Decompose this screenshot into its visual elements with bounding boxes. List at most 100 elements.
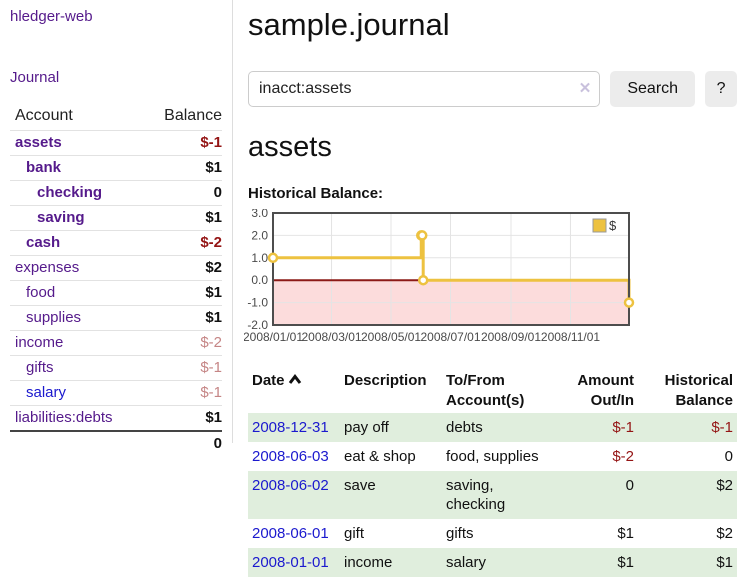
transaction-description: save bbox=[340, 471, 442, 519]
sidebar: hledger-web Journal Account Balance asse… bbox=[0, 0, 233, 452]
sidebar-account-link[interactable]: income bbox=[15, 334, 64, 351]
sort-ascending-icon bbox=[288, 374, 301, 384]
svg-text:-1.0: -1.0 bbox=[247, 296, 268, 310]
transaction-description: income bbox=[340, 548, 442, 577]
sidebar-account-link[interactable]: bank bbox=[26, 159, 62, 176]
sidebar-account-link[interactable]: gifts bbox=[26, 359, 54, 376]
sidebar-account-link[interactable]: liabilities:debts bbox=[15, 409, 113, 426]
svg-text:1.0: 1.0 bbox=[251, 251, 268, 265]
transaction-date-cell: 2008-01-01 bbox=[248, 548, 340, 577]
transaction-date-cell: 2008-06-02 bbox=[248, 471, 340, 519]
register-header-description: Description bbox=[344, 372, 427, 389]
sidebar-account-link[interactable]: assets bbox=[15, 134, 62, 151]
transaction-accounts: food, supplies bbox=[446, 448, 539, 465]
transaction-balance: $2 bbox=[638, 471, 737, 519]
svg-text:2.0: 2.0 bbox=[251, 228, 268, 242]
transaction-row[interactable]: 2008-01-01 income salary $1 $1 bbox=[248, 548, 737, 577]
account-balance: $1 bbox=[205, 209, 222, 226]
search-bar: ✕ Search ? bbox=[248, 71, 737, 107]
account-row: food $1 bbox=[10, 280, 222, 305]
account-row: checking 0 bbox=[10, 180, 222, 205]
transaction-row[interactable]: 2008-06-02 save saving, checking 0 $2 bbox=[248, 471, 737, 519]
sidebar-account-link[interactable]: supplies bbox=[26, 309, 82, 326]
transaction-accounts: saving, checking bbox=[442, 471, 550, 519]
svg-text:$: $ bbox=[609, 218, 617, 233]
register-header-amount: Amount Out/In bbox=[577, 372, 634, 409]
svg-text:2008/05/01: 2008/05/01 bbox=[361, 330, 421, 344]
account-balance: $1 bbox=[205, 284, 222, 301]
account-balance: $1 bbox=[205, 409, 222, 426]
sidebar-account-link[interactable]: expenses bbox=[15, 259, 80, 276]
sidebar-account-link[interactable]: saving bbox=[37, 209, 85, 226]
transaction-balance: $2 bbox=[716, 525, 733, 542]
account-row: liabilities:debts $1 bbox=[10, 405, 222, 430]
transaction-accounts: debts bbox=[442, 413, 550, 442]
transaction-row[interactable]: 2008-12-31 pay off debts $-1 $-1 bbox=[248, 413, 737, 442]
account-row: income $-2 bbox=[10, 330, 222, 355]
svg-text:2008/07/01: 2008/07/01 bbox=[420, 330, 480, 344]
chart-title: Historical Balance: bbox=[248, 185, 384, 202]
accounts-table: Account Balance assets $-1 bank $1 checking 0… bbox=[10, 105, 222, 455]
transaction-accounts: salary bbox=[442, 548, 550, 577]
transaction-date-link[interactable]: 2008-06-01 bbox=[252, 525, 329, 542]
transaction-description: gift bbox=[344, 525, 365, 542]
register-header-accounts: To/From Account(s) bbox=[446, 372, 525, 409]
register-header-date[interactable]: Date bbox=[248, 369, 340, 413]
transaction-amount: $1 bbox=[617, 525, 634, 542]
account-balance: $-1 bbox=[200, 134, 222, 151]
sidebar-account-link[interactable]: cash bbox=[26, 234, 61, 251]
transaction-row[interactable]: 2008-06-03 eat & shop food, supplies $-2 0 bbox=[248, 442, 737, 471]
account-balance: $-2 bbox=[200, 334, 222, 351]
transaction-amount: $1 bbox=[550, 548, 638, 577]
accounts-table-header: Account Balance bbox=[10, 105, 222, 130]
clear-search-icon[interactable]: ✕ bbox=[578, 80, 592, 97]
transaction-balance: $-1 bbox=[638, 413, 737, 442]
transaction-amount: 0 bbox=[550, 471, 638, 519]
svg-text:2008/11/01: 2008/11/01 bbox=[541, 330, 600, 344]
page-title: sample.journal bbox=[248, 7, 450, 42]
account-balance: $1 bbox=[205, 309, 222, 326]
transaction-balance: $1 bbox=[638, 548, 737, 577]
register-table: Date Description To/From Account(s) Amou… bbox=[248, 369, 737, 577]
svg-text:2008/01/01: 2008/01/01 bbox=[244, 330, 303, 344]
search-box: ✕ bbox=[248, 71, 601, 107]
account-balance: 0 bbox=[213, 184, 222, 201]
search-input[interactable] bbox=[248, 71, 601, 107]
search-button[interactable]: Search bbox=[610, 71, 696, 107]
account-row: salary $-1 bbox=[10, 380, 222, 405]
svg-text:2008/03/01: 2008/03/01 bbox=[301, 330, 361, 344]
transaction-date-cell: 2008-06-01 bbox=[248, 519, 340, 548]
transaction-date-link[interactable]: 2008-06-03 bbox=[252, 448, 329, 465]
svg-text:0.0: 0.0 bbox=[251, 273, 268, 287]
account-row: expenses $2 bbox=[10, 255, 222, 280]
sidebar-item-journal[interactable]: Journal bbox=[10, 69, 60, 86]
transaction-description: pay off bbox=[340, 413, 442, 442]
main-content: sample.journal ✕ Search ? assets Histori… bbox=[233, 0, 742, 577]
sidebar-account-link[interactable]: salary bbox=[26, 384, 67, 401]
register-tbody: 2008-12-31 pay off debts $-1 $-1 2008-06-03 ea… bbox=[248, 413, 737, 577]
transaction-date-link[interactable]: 2008-06-02 bbox=[252, 477, 329, 494]
transaction-date-link[interactable]: 2008-12-31 bbox=[252, 419, 329, 436]
transaction-date-link[interactable]: 2008-01-01 bbox=[252, 554, 329, 571]
account-row: assets $-1 bbox=[10, 130, 222, 155]
transaction-row[interactable]: 2008-06-01 gift gifts $1 $2 bbox=[248, 519, 737, 548]
accounts-header-balance: Balance bbox=[164, 107, 222, 124]
accounts-table-body: assets $-1 bank $1 checking 0 saving $1 cash $-2 e… bbox=[10, 130, 222, 430]
account-row: supplies $1 bbox=[10, 305, 222, 330]
accounts-header-account: Account bbox=[15, 107, 73, 124]
account-balance: $-2 bbox=[200, 234, 222, 251]
transaction-date-cell: 2008-12-31 bbox=[248, 413, 340, 442]
balance-chart-svg: $3.0 2.0 1.0 0.0 -1.0 -2.02008/01/012008/03/0… bbox=[243, 206, 635, 344]
account-row: saving $1 bbox=[10, 205, 222, 230]
account-heading: assets bbox=[248, 131, 332, 163]
account-balance: $1 bbox=[205, 159, 222, 176]
sidebar-account-link[interactable]: checking bbox=[37, 184, 103, 201]
app-title-link[interactable]: hledger-web bbox=[10, 8, 93, 25]
accounts-total: 0 bbox=[10, 430, 222, 455]
transaction-date-cell: 2008-06-03 bbox=[248, 442, 340, 471]
help-button[interactable]: ? bbox=[705, 71, 737, 107]
svg-text:3.0: 3.0 bbox=[251, 209, 268, 220]
account-row: bank $1 bbox=[10, 155, 222, 180]
register-header-balance: Historical Balance bbox=[664, 372, 733, 409]
sidebar-account-link[interactable]: food bbox=[26, 284, 56, 301]
